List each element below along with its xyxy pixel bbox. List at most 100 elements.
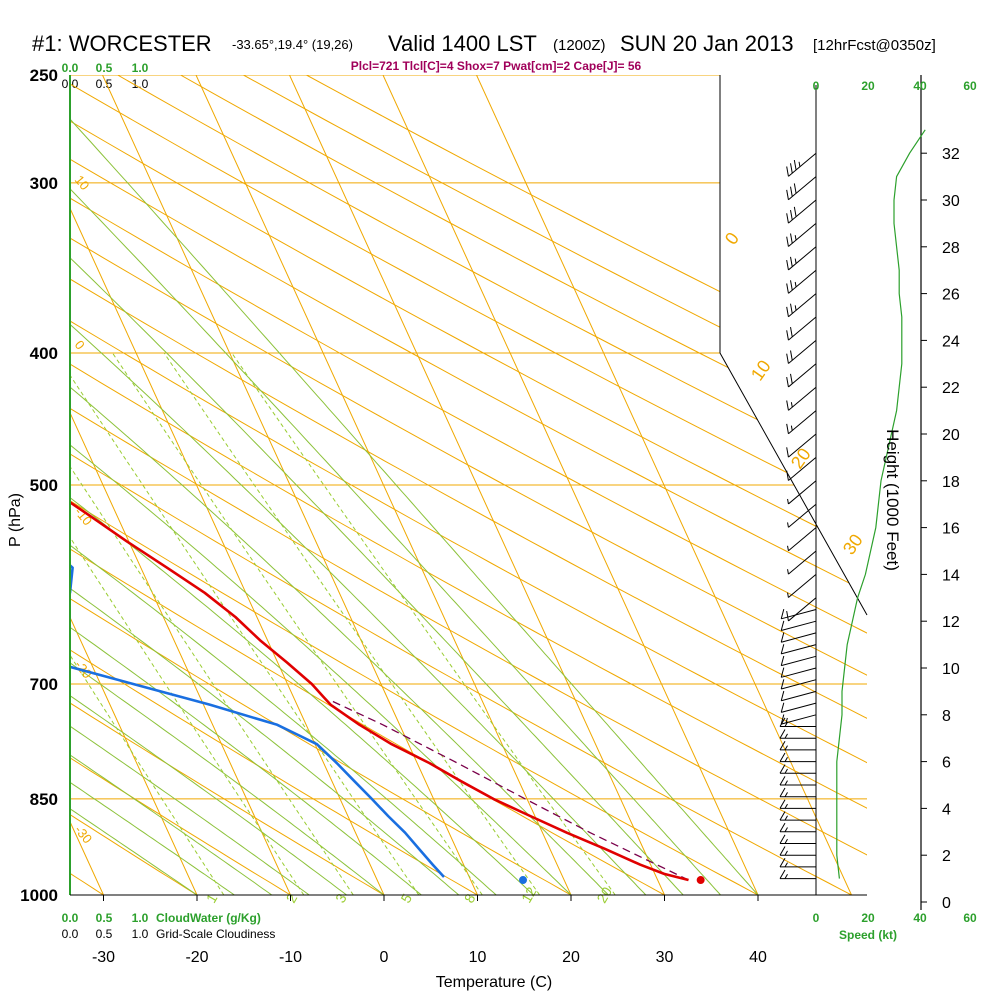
wind-barb bbox=[786, 386, 817, 411]
wind-barb-half-feather bbox=[787, 545, 789, 551]
parcel-path-line bbox=[332, 700, 689, 881]
moist-adiabat-line bbox=[70, 323, 647, 895]
wind-barb bbox=[780, 655, 817, 667]
dry-adiabat-label: 10 bbox=[72, 172, 93, 193]
wind-barb bbox=[779, 787, 816, 798]
wind-barb-feather bbox=[786, 260, 789, 271]
wind-barb-feather bbox=[790, 373, 793, 384]
wind-barb-feather bbox=[786, 423, 789, 434]
cloud-scale-top-green: 0.5 bbox=[96, 61, 113, 75]
cloud-scale-bottom-green: 1.0 bbox=[132, 911, 149, 925]
wind-barb-feather bbox=[786, 470, 789, 481]
wind-barb-feather bbox=[786, 611, 789, 622]
wind-barb bbox=[786, 246, 817, 271]
height-tick-label: 16 bbox=[942, 521, 960, 538]
wind-barb-staff bbox=[781, 690, 817, 702]
temperature-tick-label: 0 bbox=[380, 949, 389, 966]
dry-adiabat-line bbox=[70, 120, 867, 553]
temperature-tick-label: 30 bbox=[656, 949, 674, 966]
wind-barb-half-feather bbox=[794, 281, 797, 287]
wind-barb-feather bbox=[780, 714, 785, 725]
wind-barb bbox=[780, 644, 817, 655]
wind-barb-feather bbox=[780, 702, 785, 713]
wind-barb bbox=[787, 480, 817, 505]
stability-indices: Plcl=721 Tlcl[C]=4 Shox=7 Pwat[cm]=2 Cap… bbox=[351, 59, 642, 73]
wind-barb bbox=[779, 764, 816, 774]
mixing-ratio-line bbox=[70, 465, 354, 895]
cloud-scale-bottom-black: 1.0 bbox=[132, 927, 149, 941]
wind-barb bbox=[786, 176, 817, 201]
wind-barb-feather bbox=[779, 717, 786, 727]
wind-barb-feather bbox=[779, 846, 786, 856]
dry-adiabat-line bbox=[70, 500, 759, 895]
wind-barb-staff bbox=[788, 340, 817, 364]
wind-barb-half-feather bbox=[787, 522, 789, 528]
wind-barb bbox=[779, 752, 816, 763]
wind-barb bbox=[786, 597, 817, 622]
dry-adiabat-line bbox=[243, 75, 867, 402]
wind-barb bbox=[786, 269, 817, 294]
dry-adiabat-line bbox=[70, 598, 572, 895]
height-tick-label: 10 bbox=[942, 661, 960, 678]
wind-barb-feather bbox=[786, 377, 789, 388]
mixing-ratio-line bbox=[163, 352, 541, 895]
wind-barb bbox=[780, 620, 817, 632]
height-tick-label: 8 bbox=[942, 708, 951, 725]
cloud-scale-bottom-green: 0.0 bbox=[62, 911, 79, 925]
temperature-tick-label: -30 bbox=[92, 949, 115, 966]
wind-barb bbox=[786, 199, 817, 224]
wind-barb-feather bbox=[780, 620, 785, 631]
isotherm-line bbox=[70, 411, 291, 895]
wind-barb-half-feather bbox=[787, 498, 789, 505]
wind-barb-half-feather bbox=[784, 827, 788, 833]
mixing-ratio-line bbox=[70, 374, 420, 895]
moist-adiabat-line bbox=[70, 188, 721, 895]
wind-barb-half-feather bbox=[784, 815, 788, 821]
pressure-tick-label: 250 bbox=[30, 66, 58, 85]
pressure-tick-label: 1000 bbox=[20, 886, 58, 905]
temperature-tick-label: 40 bbox=[749, 949, 767, 966]
isotherm-line bbox=[382, 75, 759, 895]
wind-barb bbox=[786, 410, 817, 435]
moist-adiabat-line bbox=[70, 662, 385, 895]
dry-adiabat-line bbox=[70, 83, 867, 514]
wind-barb-staff bbox=[788, 503, 817, 528]
dry-adiabat-line bbox=[70, 363, 867, 809]
wind-barb bbox=[786, 152, 817, 177]
wind-barb-staff bbox=[781, 620, 817, 632]
isotherm-line bbox=[476, 75, 852, 895]
wind-barb-half-feather bbox=[787, 592, 789, 598]
height-tick-label: 32 bbox=[942, 146, 960, 163]
wind-barb bbox=[780, 632, 817, 643]
chart-title-forecast: [12hrFcst@0350z] bbox=[813, 37, 936, 54]
wind-barb-feather bbox=[779, 869, 786, 879]
cloud-scale-top-green: 0.0 bbox=[62, 61, 79, 75]
chart-title-station: #1: WORCESTER bbox=[32, 31, 212, 56]
wind-barb-half-feather bbox=[794, 305, 797, 311]
mixing-ratio-line bbox=[112, 352, 483, 895]
wind-barb bbox=[780, 702, 817, 713]
wind-barb-feather bbox=[790, 280, 793, 291]
wind-barb-staff bbox=[788, 152, 817, 177]
chart-title-coords: -33.65°,19.4° (19,26) bbox=[232, 37, 353, 52]
height-tick-label: 18 bbox=[942, 474, 960, 491]
moist-adiabat-line bbox=[70, 808, 198, 895]
wind-barb bbox=[787, 503, 817, 528]
wind-barb-staff bbox=[788, 246, 817, 271]
pressure-tick-label: 500 bbox=[30, 476, 58, 495]
height-tick-label: 14 bbox=[942, 567, 960, 584]
dry-adiabat-line bbox=[70, 320, 867, 764]
wind-barb-half-feather bbox=[784, 757, 788, 762]
wind-barb bbox=[780, 690, 817, 702]
wind-barb bbox=[786, 433, 817, 458]
pressure-tick-label: 400 bbox=[30, 344, 58, 363]
wind-barb-feather bbox=[790, 233, 793, 244]
wind-barb-feather bbox=[793, 206, 797, 217]
wind-barb-staff bbox=[788, 597, 817, 622]
wind-barb-half-feather bbox=[784, 792, 788, 797]
pressure-tick-label: 850 bbox=[30, 790, 58, 809]
wind-barb-feather bbox=[779, 729, 786, 739]
wind-barb-staff bbox=[788, 457, 817, 481]
wind-barb-feather bbox=[786, 213, 789, 224]
